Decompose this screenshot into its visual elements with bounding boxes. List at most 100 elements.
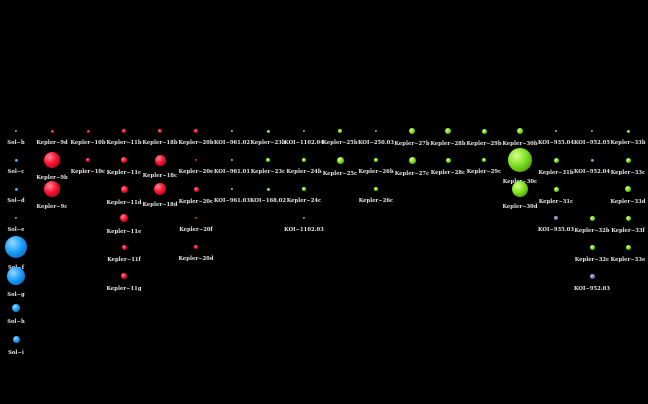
planet-koi-935-3	[554, 216, 558, 220]
planet-label: KOI−961.02	[213, 140, 251, 146]
planet-label: KOI−961.01	[213, 169, 251, 175]
planet-label: KOI−935.03	[537, 227, 575, 233]
planet-kepler-20-2	[193, 186, 199, 192]
planet-label: Kepler−33c	[610, 169, 646, 176]
planet-label: Kepler−18d	[142, 202, 178, 208]
planet-kepler-27-0	[409, 128, 415, 134]
planet-koi-1102-0	[303, 130, 305, 132]
planet-label: Kepler−9c	[36, 204, 68, 210]
planet-label: Kepler−18c	[142, 172, 178, 179]
planet-label: KOI−1102.04	[284, 140, 324, 146]
planet-label: Kepler−26c	[358, 198, 394, 204]
planet-label: Kepler−11e	[106, 229, 142, 235]
planet-label: Kepler−25c	[322, 170, 358, 177]
planet-kepler-23-1	[266, 158, 270, 162]
planet-sol-4	[5, 236, 27, 258]
planet-kepler-20-1	[195, 159, 197, 161]
planet-koi-250-2	[374, 187, 378, 191]
planet-kepler-18-2	[154, 183, 166, 195]
planet-label: Kepler−28b	[430, 141, 466, 147]
planet-label: Kepler−18b	[142, 140, 178, 146]
planet-label: Kepler−20f	[179, 227, 213, 233]
planet-label: KOI−250.03	[357, 140, 395, 146]
planet-label: Kepler−30d	[502, 204, 538, 210]
planet-kepler-11-3	[120, 214, 128, 222]
planet-kepler-10-0	[86, 129, 90, 133]
planet-koi-935-0	[555, 130, 557, 132]
planet-label: Kepler−20b	[178, 140, 214, 146]
planet-label: Kepler−10b	[70, 140, 106, 146]
planet-label: Kepler−20e	[178, 169, 214, 175]
planet-koi-1102-2	[302, 187, 306, 191]
planet-label: Kepler−24c	[286, 198, 322, 204]
planet-kepler-33-4	[625, 244, 631, 250]
planet-kepler-29-1	[482, 158, 486, 162]
planet-kepler-20-4	[194, 245, 198, 249]
planet-kepler-11-0	[122, 129, 126, 133]
planet-label: Kepler−28c	[430, 169, 466, 176]
planet-sol-3	[15, 217, 17, 219]
planet-kepler-27-1	[408, 156, 416, 164]
planet-label: Kepler−27c	[394, 170, 430, 177]
planet-koi-961-2	[231, 188, 233, 190]
planet-label: Kepler−31b	[538, 169, 574, 176]
planet-label: Sol−c	[7, 169, 25, 175]
planet-kepler-11-1	[121, 157, 127, 163]
planet-label: KOI−1102.03	[284, 227, 324, 233]
planet-label: Sol−h	[7, 319, 25, 325]
planet-label: Sol−d	[7, 198, 25, 204]
planet-kepler-18-0	[158, 129, 162, 133]
planet-kepler-30-2	[512, 181, 528, 197]
planet-koi-1102-3	[303, 217, 305, 219]
planet-label: Kepler−29c	[466, 169, 502, 175]
planet-koi-952-0	[591, 130, 593, 132]
planet-label: Kepler−20d	[178, 256, 214, 262]
planet-label: Kepler−24b	[286, 169, 322, 175]
planet-label: Kepler−20c	[178, 198, 214, 205]
planet-label: Kepler−9d	[36, 140, 68, 146]
planet-label: KOI−952.03	[573, 285, 611, 292]
planet-label: Kepler−10c	[70, 169, 106, 175]
planet-koi-961-0	[231, 130, 233, 132]
planet-label: Kepler−27b	[394, 141, 430, 147]
planet-label: Kepler−33b	[610, 140, 646, 146]
planet-label: KOI−935.04	[537, 140, 575, 146]
planet-kepler-11-2	[120, 185, 128, 193]
planet-kepler-30-1	[508, 148, 532, 172]
planet-kepler-25-1	[336, 156, 344, 164]
planet-kepler-9-2	[44, 181, 60, 197]
planet-koi-952-2	[589, 215, 595, 221]
planet-sol-5	[7, 267, 25, 285]
planet-label: Kepler−31c	[538, 198, 574, 205]
planet-kepler-33-2	[625, 186, 631, 192]
planet-kepler-29-0	[481, 128, 487, 134]
planet-label: KOI−961.03	[213, 198, 251, 204]
planet-kepler-20-3	[195, 217, 197, 219]
planet-label: Kepler−33e	[610, 256, 646, 263]
planet-koi-952-4	[589, 273, 595, 279]
planet-label: Kepler−23b	[250, 140, 286, 146]
planet-label: Kepler−23c	[250, 169, 286, 175]
planet-kepler-23-0	[266, 129, 270, 133]
planet-label: Kepler−29b	[466, 140, 502, 147]
planet-kepler-30-0	[517, 128, 523, 134]
planet-label: Kepler−32b	[574, 227, 610, 234]
planet-label: Kepler−26b	[358, 169, 394, 175]
planet-label: Kepler−11d	[106, 199, 142, 206]
planet-label: Sol−b	[7, 140, 25, 146]
planet-koi-952-3	[589, 244, 595, 250]
planet-label: Kepler−25b	[322, 140, 358, 146]
planet-label: Sol−g	[7, 292, 25, 298]
planet-kepler-11-5	[121, 273, 127, 279]
planet-kepler-10-1	[86, 158, 90, 162]
planet-koi-1102-1	[302, 158, 306, 162]
planet-sol-7	[12, 335, 20, 343]
planet-kepler-23-2	[266, 187, 270, 191]
planet-label: Kepler−32c	[574, 256, 610, 263]
planet-label: KOI−952.04	[573, 169, 611, 175]
planet-kepler-9-1	[44, 152, 60, 168]
planet-kepler-33-1	[625, 157, 631, 163]
planet-kepler-11-4	[121, 244, 127, 250]
planet-koi-250-0	[375, 130, 377, 132]
